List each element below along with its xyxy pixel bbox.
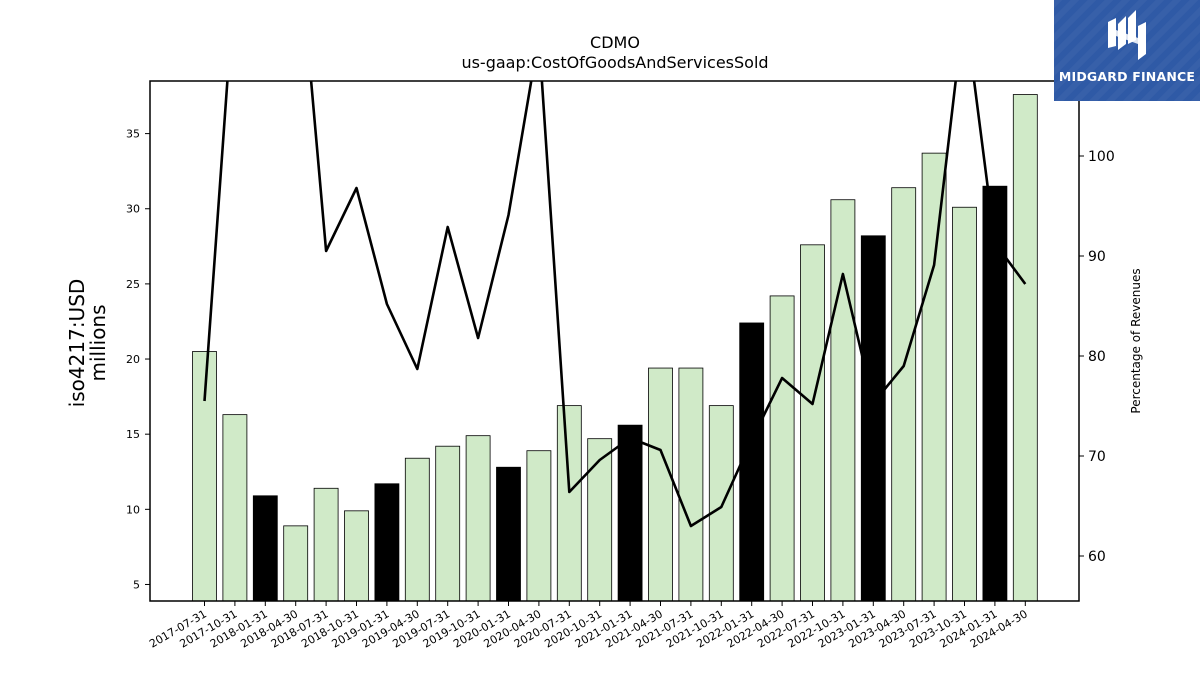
y-tick-label-20: 20 xyxy=(126,353,140,366)
logo-mark-icon xyxy=(1108,10,1146,60)
y2-axis-label: Percentage of Revenues xyxy=(1129,268,1143,413)
bar-2018-10-31 xyxy=(344,510,369,601)
line-layer xyxy=(203,81,1027,528)
x-axis: 2017-07-312017-10-312018-01-312018-04-30… xyxy=(147,601,1030,651)
y-tick-label-5: 5 xyxy=(133,578,140,591)
y-tick-label-10: 10 xyxy=(126,503,140,516)
bar-2020-01-31 xyxy=(496,466,521,601)
bar-2022-10-31 xyxy=(830,199,856,601)
bar-2019-10-31 xyxy=(465,435,491,601)
bar-2024-04-30 xyxy=(1012,94,1038,601)
bar-2018-01-31 xyxy=(252,495,278,601)
y-tick-label-25: 25 xyxy=(126,278,140,291)
y-axis-right: 60 70 80 90 100 xyxy=(1079,149,1115,565)
bar-2019-07-31 xyxy=(435,445,461,601)
line-percentage-of-revenues xyxy=(203,81,1027,528)
y-axis-label: iso4217:USDmillions xyxy=(65,279,110,408)
y2-tick-label-60: 60 xyxy=(1088,549,1106,565)
bars-layer xyxy=(192,94,1038,601)
bar-2020-04-30 xyxy=(526,450,552,601)
bar-2023-07-31 xyxy=(921,152,947,601)
bar-2024-01-31 xyxy=(982,185,1008,601)
bar-2023-10-31 xyxy=(952,206,977,601)
bar-2021-07-31 xyxy=(678,367,704,601)
y2-tick-label-80: 80 xyxy=(1088,349,1106,365)
chart-subtitle: us-gaap:CostOfGoodsAndServicesSold xyxy=(461,53,768,72)
y-tick-label-35: 35 xyxy=(126,128,140,141)
bar-2020-07-31 xyxy=(556,405,582,601)
bar-2023-01-31 xyxy=(860,235,886,601)
bar-2021-10-31 xyxy=(708,405,734,601)
plot-frame xyxy=(149,80,1080,602)
y-tick-label-30: 30 xyxy=(126,203,140,216)
bar-2018-04-30 xyxy=(283,525,309,601)
midgard-finance-logo: MIDGARD FINANCE xyxy=(1054,0,1200,101)
logo-text: MIDGARD FINANCE xyxy=(1058,69,1196,84)
y-axis-label-line: iso4217:USD xyxy=(65,279,89,408)
bar-2022-07-31 xyxy=(800,244,825,601)
bar-2017-10-31 xyxy=(222,414,248,601)
bar-2019-04-30 xyxy=(404,457,430,601)
bar-2022-01-31 xyxy=(739,322,765,601)
y2-tick-label-90: 90 xyxy=(1088,249,1106,265)
bar-2021-04-30 xyxy=(648,367,673,601)
bar-2023-04-30 xyxy=(891,187,917,601)
bar-2018-07-31 xyxy=(313,487,339,601)
y2-tick-label-100: 100 xyxy=(1088,149,1115,165)
y-tick-label-15: 15 xyxy=(126,428,140,441)
bar-2019-01-31 xyxy=(374,483,400,601)
y2-tick-label-70: 70 xyxy=(1088,449,1106,465)
bar-2021-01-31 xyxy=(617,424,643,601)
bar-2020-10-31 xyxy=(587,438,613,601)
bar-2022-04-30 xyxy=(769,295,795,601)
y-axis-left: 5 10 15 20 25 30 35 xyxy=(126,128,150,591)
y-axis-label-line: millions xyxy=(86,304,110,381)
chart-title: CDMO xyxy=(590,33,640,52)
